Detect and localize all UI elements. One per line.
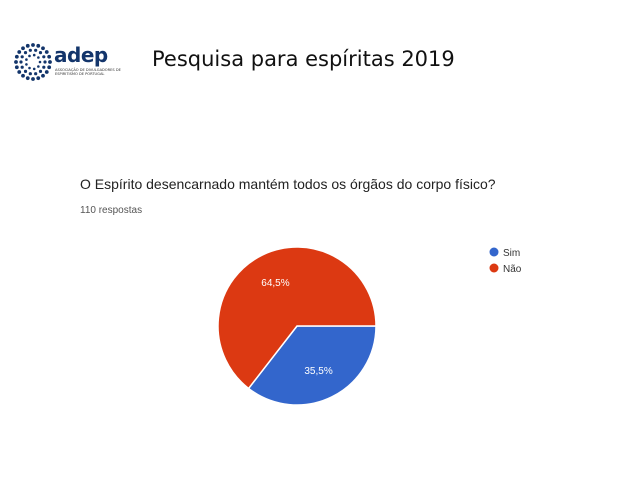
logo-dot <box>34 48 38 52</box>
logo-dot <box>44 50 49 54</box>
slide-title: Pesquisa para espíritas 2019 <box>152 47 455 71</box>
logo-dot <box>38 69 43 73</box>
logo-dot <box>23 69 28 73</box>
logo-dot <box>28 48 32 52</box>
legend-label: Não <box>503 264 522 275</box>
logo-dot <box>21 46 25 51</box>
logo-dot <box>36 76 41 81</box>
logo-dot <box>14 60 18 64</box>
logo-dot <box>21 73 25 78</box>
logo-dot <box>32 53 36 57</box>
logo-text: adep <box>54 43 108 67</box>
logo-dots-icon <box>14 43 52 81</box>
logo-dot <box>19 60 23 64</box>
logo-dot <box>42 55 46 59</box>
slice-value-label: 64,5% <box>261 278 289 289</box>
logo-dot <box>38 60 42 64</box>
survey-question: O Espírito desencarnado mantém todos os … <box>80 176 496 192</box>
logo-dot <box>41 73 45 78</box>
logo-dot <box>37 56 40 59</box>
legend-label: Sim <box>503 248 520 259</box>
logo-dot <box>28 72 32 76</box>
logo-dot <box>36 43 41 48</box>
logo-dot <box>37 65 40 68</box>
logo-dot <box>31 77 35 81</box>
response-count: 110 respostas <box>80 205 143 216</box>
adep-logo: adep Associação de Divulgadores de Espir… <box>14 42 124 82</box>
legend-swatch <box>489 247 499 257</box>
logo-dot <box>20 55 24 59</box>
logo-dot <box>28 54 31 58</box>
logo-dot <box>28 66 31 70</box>
logo-tagline: Associação de Divulgadores de Espiritism… <box>55 68 121 77</box>
logo-dot <box>17 50 22 54</box>
logo-dot <box>31 43 35 47</box>
logo-dot <box>25 76 30 81</box>
logo-dot <box>42 65 46 69</box>
logo-dot <box>25 63 28 66</box>
legend-swatch <box>489 263 499 273</box>
slice-value-label: 35,5% <box>304 366 332 377</box>
pie-slice-no <box>217 246 377 390</box>
logo-dot <box>38 51 43 55</box>
logo-dot <box>44 70 49 74</box>
logo-dot <box>25 58 28 61</box>
logo-dot <box>14 54 19 59</box>
logo-dot <box>47 54 52 59</box>
logo-dot <box>17 70 22 74</box>
logo-dot <box>41 46 45 51</box>
logo-dot <box>14 65 19 70</box>
logo-dot <box>43 60 47 64</box>
logo-dot <box>32 67 36 71</box>
logo-dot <box>23 51 28 55</box>
logo-dot <box>48 60 52 64</box>
logo-dot <box>20 65 24 69</box>
logo-dot <box>47 65 52 70</box>
pie-slice-sim <box>247 325 377 406</box>
logo-dot <box>25 43 30 48</box>
logo-dot <box>34 72 38 76</box>
